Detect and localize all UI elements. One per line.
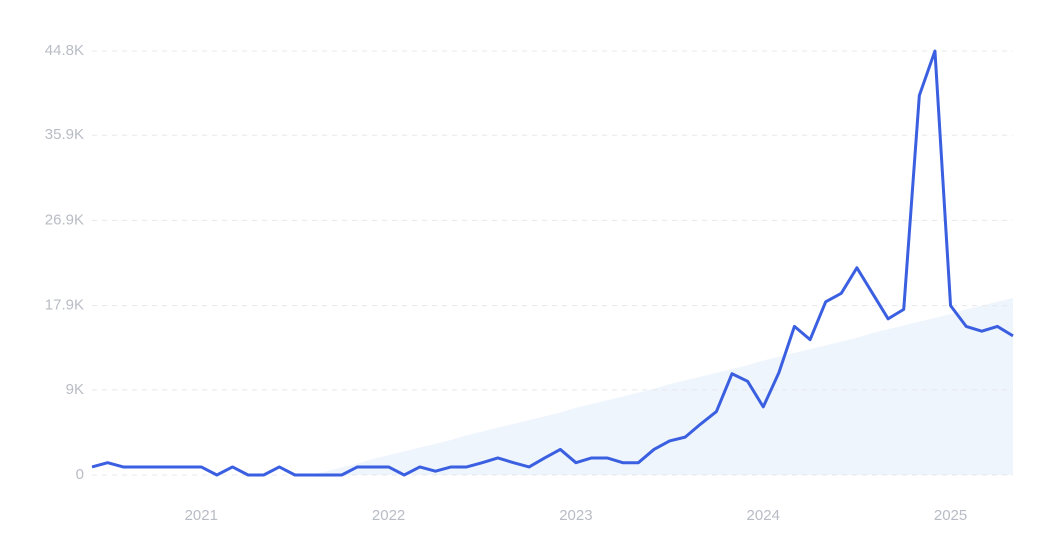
x-tick-label: 2021 [185,507,218,524]
y-tick-label: 35.9K [45,126,84,143]
y-tick-label: 0 [76,466,84,483]
x-tick-label: 2025 [934,507,967,524]
y-tick-label: 26.9K [45,211,84,228]
y-tick-label: 17.9K [45,297,84,314]
x-tick-label: 2022 [372,507,405,524]
y-tick-label: 44.8K [45,42,84,59]
x-tick-label: 2024 [747,507,780,524]
y-tick-label: 9K [66,381,84,398]
trend-area [310,298,1013,475]
x-tick-label: 2023 [559,507,592,524]
data-line [91,49,1014,477]
